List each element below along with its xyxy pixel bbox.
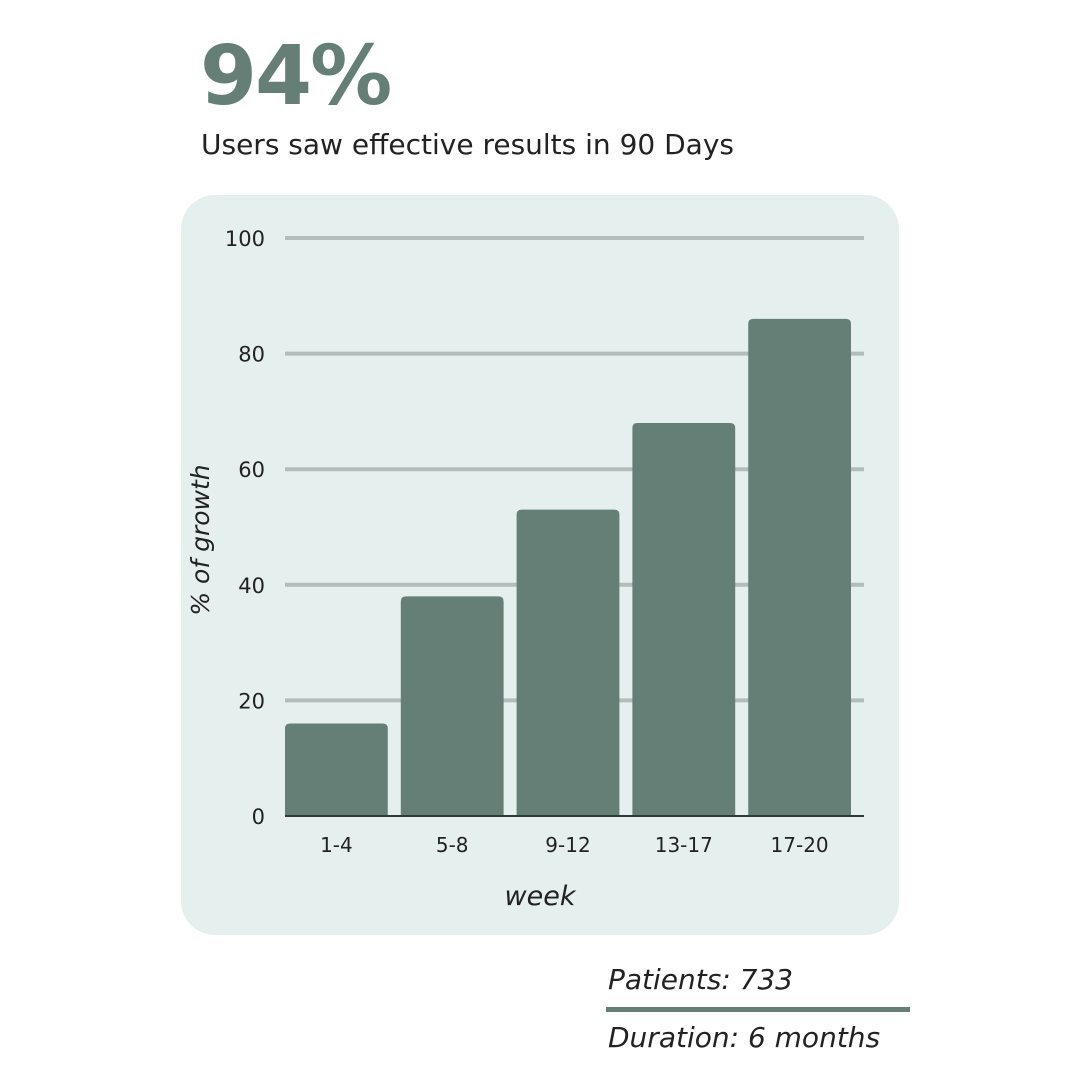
y-tick-label: 20 [238,689,265,713]
patients-count: Patients: 733 [608,963,794,996]
x-tick-label: 9-12 [545,833,590,857]
bar-9-12 [516,509,620,816]
y-axis-label: % of growth [186,464,215,615]
y-tick-label: 0 [252,805,265,829]
bars [285,318,851,816]
bar-17-20 [748,318,851,816]
y-tick-labels: 0 20 40 60 80 100 [225,227,265,829]
headline-subtitle: Users saw effective results in 90 Days [201,128,734,161]
bar-13-17 [632,422,736,816]
y-tick-label: 40 [238,574,265,598]
headline-stat: 94% [200,29,392,124]
y-tick-label: 100 [225,227,265,251]
y-tick-label: 80 [238,343,265,367]
x-tick-label: 1-4 [320,833,353,857]
x-tick-label: 17-20 [771,833,829,857]
x-tick-labels: 1-4 5-8 9-12 13-17 17-20 [320,833,829,857]
footer-divider [606,1007,910,1012]
study-duration: Duration: 6 months [608,1021,881,1054]
x-tick-label: 13-17 [655,833,713,857]
x-axis-label: week [505,881,577,912]
x-tick-label: 5-8 [436,833,469,857]
y-tick-label: 60 [238,458,265,482]
bar-1-4 [285,723,388,816]
bar-5-8 [400,596,504,816]
